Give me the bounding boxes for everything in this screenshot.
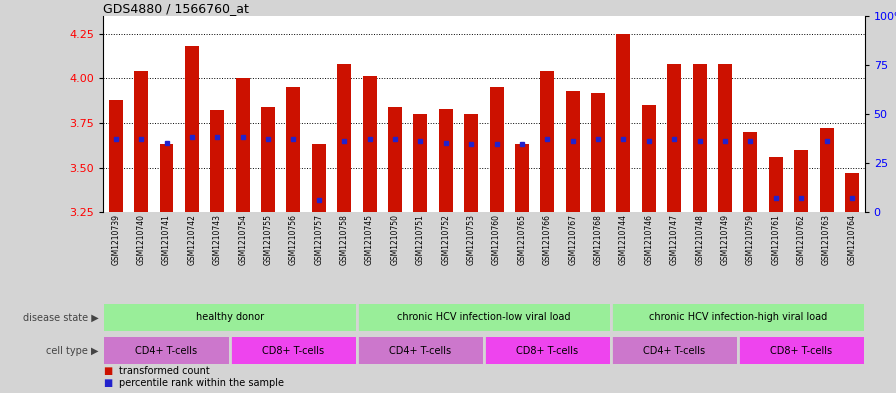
- Text: GSM1210757: GSM1210757: [314, 214, 323, 265]
- Text: chronic HCV infection-low viral load: chronic HCV infection-low viral load: [397, 312, 571, 322]
- Text: GSM1210747: GSM1210747: [669, 214, 679, 265]
- Bar: [363, 77, 376, 212]
- Text: GSM1210758: GSM1210758: [340, 214, 349, 265]
- Bar: [794, 150, 808, 212]
- Bar: [312, 144, 326, 212]
- Text: GSM1210748: GSM1210748: [695, 214, 704, 265]
- Bar: [358, 337, 483, 364]
- Bar: [744, 132, 757, 212]
- Text: GSM1210740: GSM1210740: [136, 214, 146, 265]
- Text: transformed count: transformed count: [119, 366, 210, 376]
- Bar: [261, 107, 275, 212]
- Text: GSM1210767: GSM1210767: [568, 214, 577, 265]
- Bar: [515, 144, 529, 212]
- Text: GSM1210759: GSM1210759: [745, 214, 755, 265]
- Bar: [358, 304, 610, 331]
- Bar: [540, 71, 555, 212]
- Bar: [693, 64, 707, 212]
- Text: healthy donor: healthy donor: [196, 312, 264, 322]
- Bar: [185, 46, 199, 212]
- Text: ■: ■: [103, 366, 112, 376]
- Bar: [108, 100, 123, 212]
- Bar: [611, 304, 864, 331]
- Bar: [337, 64, 351, 212]
- Bar: [489, 87, 504, 212]
- Text: GDS4880 / 1566760_at: GDS4880 / 1566760_at: [103, 2, 249, 15]
- Text: GSM1210741: GSM1210741: [162, 214, 171, 265]
- Text: GSM1210761: GSM1210761: [771, 214, 780, 265]
- Bar: [159, 144, 174, 212]
- Bar: [611, 337, 737, 364]
- Bar: [485, 337, 610, 364]
- Bar: [236, 78, 250, 212]
- Bar: [230, 337, 357, 364]
- Bar: [464, 114, 478, 212]
- Bar: [738, 337, 864, 364]
- Text: GSM1210749: GSM1210749: [720, 214, 729, 265]
- Bar: [287, 87, 300, 212]
- Text: GSM1210739: GSM1210739: [111, 214, 120, 265]
- Text: GSM1210768: GSM1210768: [593, 214, 603, 265]
- Bar: [769, 157, 783, 212]
- Bar: [718, 64, 732, 212]
- Text: GSM1210762: GSM1210762: [797, 214, 806, 265]
- Text: ■: ■: [103, 378, 112, 388]
- Text: CD8+ T-cells: CD8+ T-cells: [263, 346, 324, 356]
- Text: cell type ▶: cell type ▶: [46, 346, 99, 356]
- Text: GSM1210743: GSM1210743: [212, 214, 222, 265]
- Text: GSM1210764: GSM1210764: [848, 214, 857, 265]
- Text: CD4+ T-cells: CD4+ T-cells: [135, 346, 198, 356]
- Text: GSM1210746: GSM1210746: [644, 214, 653, 265]
- Bar: [104, 337, 229, 364]
- Text: GSM1210742: GSM1210742: [187, 214, 196, 265]
- Bar: [820, 128, 833, 212]
- Text: CD4+ T-cells: CD4+ T-cells: [389, 346, 452, 356]
- Text: chronic HCV infection-high viral load: chronic HCV infection-high viral load: [649, 312, 827, 322]
- Text: GSM1210752: GSM1210752: [441, 214, 451, 265]
- Text: GSM1210756: GSM1210756: [289, 214, 298, 265]
- Text: GSM1210765: GSM1210765: [517, 214, 527, 265]
- Text: CD4+ T-cells: CD4+ T-cells: [643, 346, 705, 356]
- Bar: [668, 64, 681, 212]
- Text: GSM1210751: GSM1210751: [416, 214, 425, 265]
- Bar: [642, 105, 656, 212]
- Text: CD8+ T-cells: CD8+ T-cells: [516, 346, 579, 356]
- Bar: [104, 304, 357, 331]
- Text: GSM1210760: GSM1210760: [492, 214, 501, 265]
- Text: CD8+ T-cells: CD8+ T-cells: [770, 346, 832, 356]
- Bar: [413, 114, 427, 212]
- Bar: [565, 91, 580, 212]
- Bar: [134, 71, 148, 212]
- Bar: [211, 110, 224, 212]
- Text: GSM1210766: GSM1210766: [543, 214, 552, 265]
- Text: disease state ▶: disease state ▶: [22, 312, 99, 322]
- Text: GSM1210745: GSM1210745: [365, 214, 375, 265]
- Text: GSM1210753: GSM1210753: [467, 214, 476, 265]
- Text: percentile rank within the sample: percentile rank within the sample: [119, 378, 284, 388]
- Bar: [616, 33, 631, 212]
- Text: GSM1210750: GSM1210750: [391, 214, 400, 265]
- Bar: [591, 92, 605, 212]
- Text: GSM1210744: GSM1210744: [619, 214, 628, 265]
- Bar: [388, 107, 402, 212]
- Bar: [439, 108, 452, 212]
- Text: GSM1210755: GSM1210755: [263, 214, 272, 265]
- Text: GSM1210763: GSM1210763: [822, 214, 831, 265]
- Bar: [845, 173, 859, 212]
- Text: GSM1210754: GSM1210754: [238, 214, 247, 265]
